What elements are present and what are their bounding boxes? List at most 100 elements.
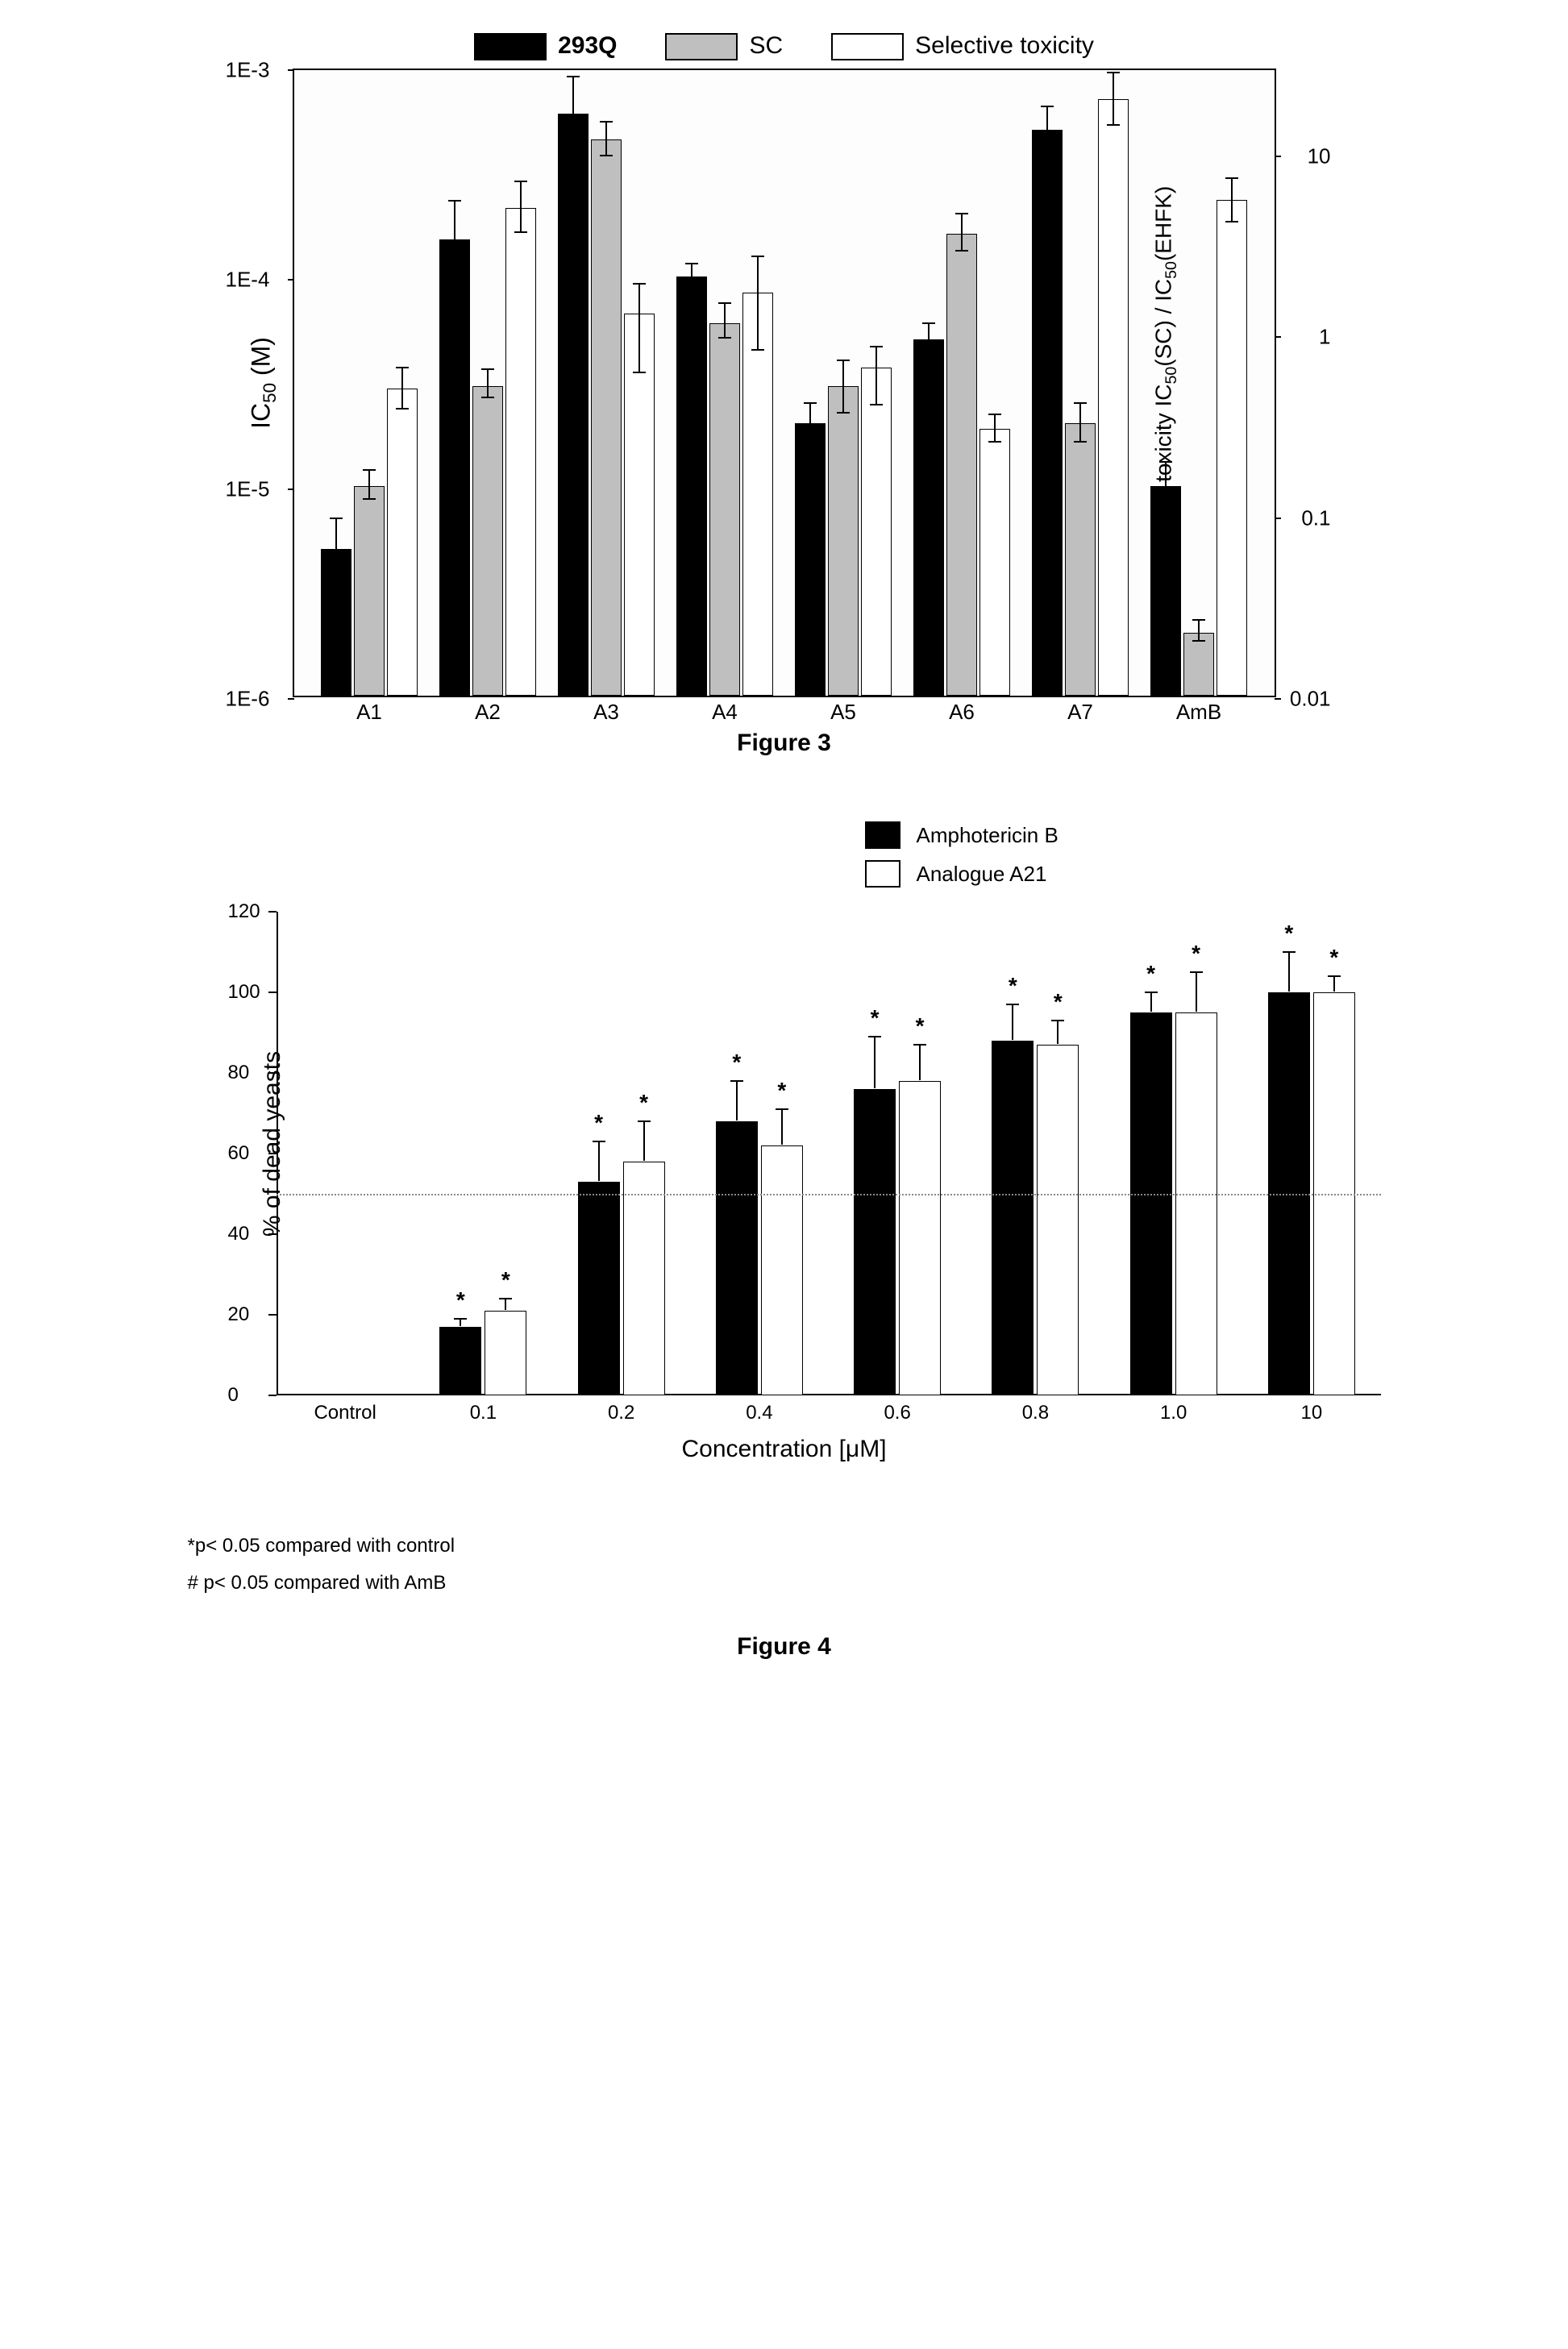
figure-3-box: 293Q SC Selective toxicity IC50 (M) Select… <box>180 32 1389 697</box>
bar-group: AmB <box>1140 70 1258 696</box>
y-left-tick-mark <box>288 279 294 281</box>
figure-3-y-left-label: IC50 (M) <box>246 337 280 429</box>
error-bar <box>401 367 403 409</box>
error-bar <box>1079 402 1081 443</box>
bar <box>354 486 385 696</box>
y-right-tick-label: 0.01 <box>1290 687 1331 712</box>
x-tick-label: Control <box>314 1402 376 1424</box>
significance-marker: * <box>1054 989 1063 1015</box>
legend-item: SC <box>665 32 783 60</box>
significance-marker: * <box>594 1110 603 1136</box>
legend-label: 293Q <box>558 32 617 59</box>
bar <box>1183 633 1214 696</box>
significance-marker: * <box>639 1090 648 1116</box>
legend-item: Selective toxicity <box>831 32 1094 60</box>
bar <box>795 423 826 696</box>
bar-group: A3 <box>547 70 666 696</box>
significance-marker: * <box>501 1267 510 1293</box>
bar-group: A2 <box>429 70 547 696</box>
x-tick-label: 0.4 <box>746 1402 772 1424</box>
significance-marker: * <box>777 1078 786 1104</box>
figure-4-bar-groups: Control0.1**0.2**0.4**0.6**0.8**1.0**10*… <box>277 912 1381 1395</box>
significance-marker: * <box>1192 941 1200 967</box>
error-bar <box>1046 106 1048 150</box>
x-tick-label: A3 <box>593 700 619 725</box>
error-bar <box>505 1298 506 1310</box>
significance-marker: * <box>916 1013 925 1039</box>
bar-group: 0.6** <box>829 912 967 1395</box>
legend-label: Analogue A21 <box>917 862 1047 887</box>
bar <box>387 389 418 696</box>
bar <box>913 339 944 696</box>
bar <box>979 429 1010 696</box>
figure-4-box: Amphotericin BAnalogue A21 % of dead yea… <box>139 821 1429 1601</box>
x-tick-label: A2 <box>475 700 501 725</box>
bar <box>472 386 503 696</box>
bar: * <box>992 1041 1034 1395</box>
bar: * <box>899 1081 941 1395</box>
x-tick-label: 1.0 <box>1160 1402 1187 1424</box>
significance-marker: * <box>456 1287 465 1313</box>
error-bar <box>1150 992 1152 1012</box>
bar <box>676 276 707 696</box>
legend-label: Selective toxicity <box>915 32 1094 59</box>
bar: * <box>1130 1012 1172 1395</box>
y-tick-mark <box>268 1153 277 1154</box>
error-bar <box>1165 461 1167 505</box>
y-tick-mark <box>268 1233 277 1235</box>
y-tick-label: 80 <box>228 1062 250 1084</box>
error-bar <box>1057 1020 1059 1044</box>
error-bar <box>460 1318 461 1326</box>
y-right-tick-mark <box>1275 336 1281 338</box>
error-bar <box>1113 72 1114 127</box>
bar <box>1098 99 1129 696</box>
bar: * <box>485 1311 526 1395</box>
y-left-tick-mark <box>288 69 294 71</box>
legend-swatch <box>831 33 904 60</box>
bar <box>439 239 470 696</box>
bar <box>624 314 655 696</box>
x-tick-label: 0.6 <box>884 1402 910 1424</box>
y-right-tick-mark <box>1275 518 1281 519</box>
error-bar <box>724 302 726 339</box>
error-bar <box>842 360 844 414</box>
legend-swatch <box>474 33 547 60</box>
bar: * <box>761 1145 803 1395</box>
legend-label: Amphotericin B <box>917 823 1059 848</box>
y-tick-label: 40 <box>228 1223 250 1245</box>
x-tick-label: A6 <box>949 700 975 725</box>
error-bar <box>736 1080 738 1120</box>
x-tick-label: A1 <box>356 700 382 725</box>
bar <box>1065 423 1096 696</box>
y-right-tick-label: 10 <box>1308 144 1331 169</box>
y-tick-label: 120 <box>228 900 260 923</box>
y-right-tick-label: 1 <box>1319 325 1330 350</box>
error-bar <box>781 1108 783 1145</box>
figure-4: Amphotericin BAnalogue A21 % of dead yea… <box>32 821 1536 1661</box>
significance-marker: * <box>1329 945 1338 971</box>
bar <box>1032 130 1063 696</box>
legend-swatch <box>665 33 738 60</box>
bar-group: 1.0** <box>1104 912 1242 1395</box>
error-bar <box>809 402 811 438</box>
bar <box>946 234 977 696</box>
figure-3-plot-area: IC50 (M) Selective toxicity IC50(SC) / I… <box>293 69 1276 697</box>
error-bar <box>454 200 455 267</box>
bar <box>1217 200 1247 696</box>
bar <box>591 139 622 696</box>
y-tick-label: 0 <box>228 1384 239 1407</box>
bar: * <box>1037 1045 1079 1395</box>
y-tick-label: 100 <box>228 981 260 1004</box>
error-bar <box>1012 1004 1013 1040</box>
figure-4-plot-area: % of dead yeasts Control0.1**0.2**0.4**0… <box>277 912 1381 1428</box>
x-tick-label: A7 <box>1067 700 1093 725</box>
x-tick-label: AmB <box>1176 700 1221 725</box>
bar <box>742 293 773 696</box>
error-bar <box>1288 951 1290 992</box>
error-bar <box>757 256 759 351</box>
legend-item: 293Q <box>474 32 617 60</box>
figure-3: 293Q SC Selective toxicity IC50 (M) Select… <box>32 32 1536 757</box>
error-bar <box>605 121 607 157</box>
bar-group: 0.2** <box>552 912 690 1395</box>
bar <box>861 368 892 696</box>
